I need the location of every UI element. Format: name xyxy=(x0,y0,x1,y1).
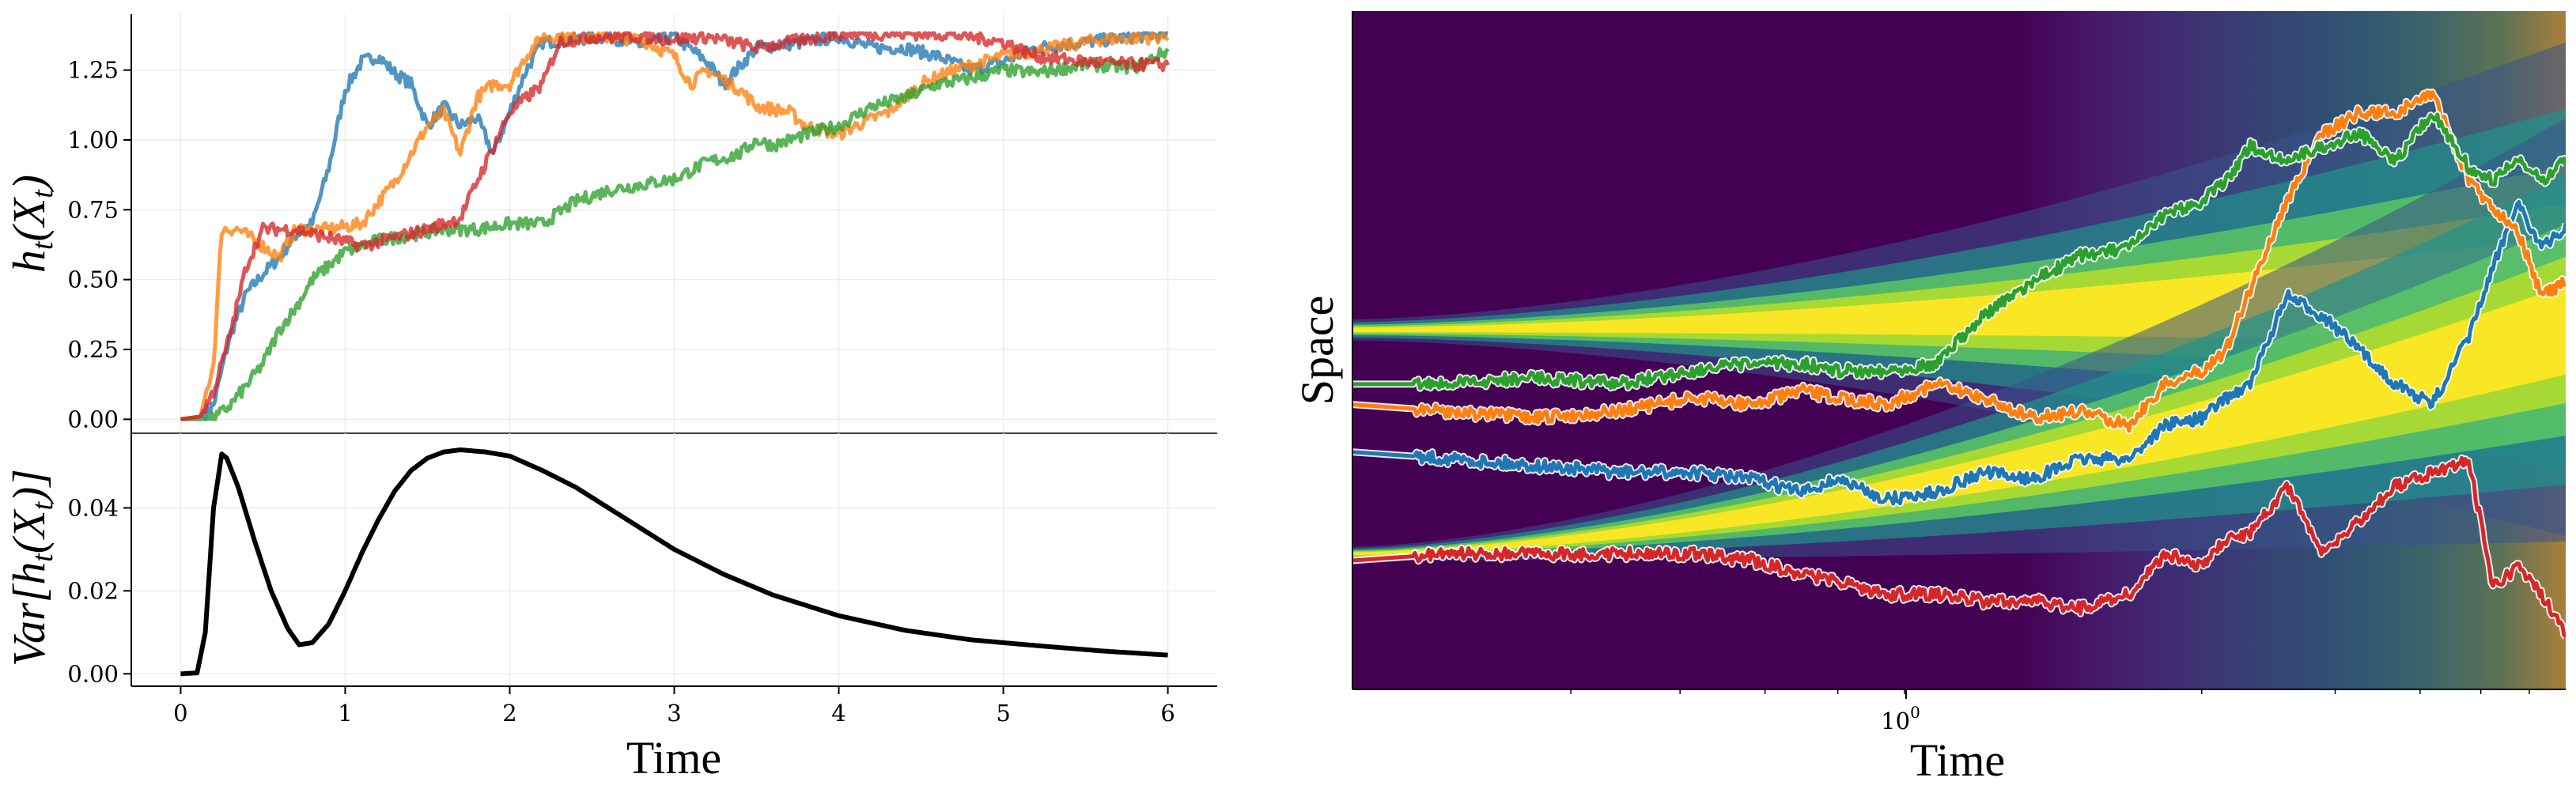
top-y-tick-label: 1.25 xyxy=(67,57,119,84)
right-x-axis-label: Time xyxy=(1910,734,2005,786)
bottom-x-tick-label: 5 xyxy=(996,700,1010,727)
trajectory-line xyxy=(1352,455,2566,639)
bottom-x-tick-label: 1 xyxy=(338,700,352,727)
right-x-major-tick-label: 100 xyxy=(1881,703,1920,734)
bottom-x-tick-label: 3 xyxy=(667,700,681,727)
heatmap-density-band xyxy=(1352,224,2566,557)
top-y-tick-label: 0.50 xyxy=(67,266,119,293)
top-grid xyxy=(131,14,1217,433)
top-series-line xyxy=(180,31,1170,421)
bottom-y-tick-label: 0.04 xyxy=(67,494,119,521)
right-y-axis-label: Space xyxy=(1292,296,1343,406)
top-y-tick-label: 1.00 xyxy=(67,126,119,153)
heatmap-density-band xyxy=(1352,285,2566,556)
top-y-tick-label: 0.00 xyxy=(67,406,119,432)
top-y-axis-label: ht(Xt) xyxy=(3,175,59,273)
bottom-x-tick-label: 4 xyxy=(831,700,845,727)
bottom-x-tick-label: 0 xyxy=(173,700,187,727)
right-x-minor-ticks xyxy=(1570,689,2530,694)
bottom-y-ticks: 0.00 0.02 0.04 xyxy=(67,494,131,687)
bottom-x-axis-label: Time xyxy=(626,732,721,783)
trajectory-line xyxy=(1352,200,2566,506)
bottom-x-ticks: 0 1 2 3 4 5 6 xyxy=(173,686,1175,727)
top-left-panel: 0.00 0.25 0.50 0.75 1.00 1.25 ht(Xt) xyxy=(3,14,1217,434)
top-series-line xyxy=(180,31,1170,421)
right-heatmap-panel: 100 Time Space xyxy=(1292,11,2566,786)
bottom-x-tick-label: 2 xyxy=(502,700,516,727)
heatmap-density-bands xyxy=(1352,11,2566,689)
bottom-grid xyxy=(131,433,1217,686)
bottom-left-panel: 0.00 0.02 0.04 0 1 2 3 4 5 6 Time Var[ht(Xt)] xyxy=(3,433,1217,783)
top-y-ticks: 0.00 0.25 0.50 0.75 1.00 1.25 xyxy=(67,57,131,432)
bottom-series-group xyxy=(180,447,1169,677)
bottom-y-axis-label: Var[ht(Xt)] xyxy=(3,469,59,666)
bottom-x-tick-label: 6 xyxy=(1160,700,1175,727)
right-trajectories-group xyxy=(1352,89,2566,640)
bottom-y-tick-label: 0.02 xyxy=(67,577,119,604)
trajectory-line xyxy=(1352,90,2566,433)
top-series-line xyxy=(180,47,1170,421)
top-y-tick-label: 0.75 xyxy=(67,196,119,223)
top-series-group xyxy=(180,31,1170,421)
trajectory-line xyxy=(1352,112,2566,391)
bottom-y-tick-label: 0.00 xyxy=(67,660,119,687)
variance-line xyxy=(180,447,1169,677)
top-y-tick-label: 0.25 xyxy=(67,336,119,363)
